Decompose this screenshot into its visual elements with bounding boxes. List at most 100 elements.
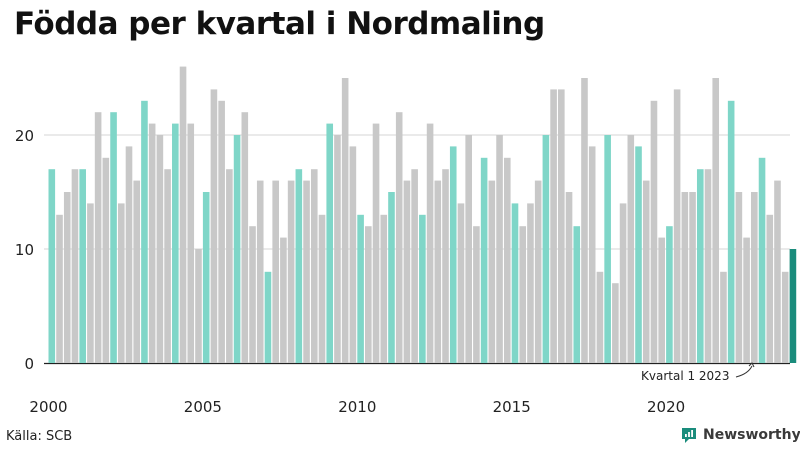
- bar: [264, 271, 272, 363]
- bar: [604, 135, 611, 363]
- bar: [388, 192, 395, 363]
- bar: [527, 203, 534, 363]
- bar: [434, 180, 442, 363]
- bar: [365, 226, 372, 363]
- bar: [627, 135, 635, 363]
- bar: [426, 123, 434, 363]
- bar: [612, 283, 619, 363]
- bar: [133, 180, 141, 363]
- bar: [720, 271, 727, 363]
- bar: [141, 100, 148, 364]
- bar: [349, 146, 357, 363]
- bar: [558, 89, 565, 364]
- bar: [480, 157, 488, 363]
- bar: [102, 157, 110, 363]
- bar: [465, 135, 472, 363]
- bar: [156, 135, 164, 363]
- bar: [318, 214, 326, 363]
- bar: [326, 123, 334, 363]
- bar: [581, 78, 588, 363]
- bar: [751, 192, 758, 363]
- bar: [596, 271, 604, 363]
- bar: [56, 214, 63, 363]
- bar: [473, 226, 480, 363]
- chart-title: Födda per kvartal i Nordmaling: [14, 6, 545, 42]
- bar: [457, 203, 465, 363]
- bar: [411, 169, 418, 363]
- bar: [357, 214, 364, 363]
- bar: [712, 78, 720, 363]
- bar: [673, 89, 681, 364]
- bar: [635, 146, 642, 363]
- bar: [295, 169, 303, 363]
- bar: [241, 112, 249, 363]
- bar: [743, 237, 750, 363]
- bar: [704, 169, 712, 363]
- bar: [63, 192, 71, 363]
- x-tick-label: 2010: [338, 398, 376, 416]
- y-tick-label: 20: [15, 127, 34, 145]
- bar: [534, 180, 542, 363]
- bars: [48, 66, 797, 364]
- bar: [689, 192, 696, 363]
- y-axis-ticks: 0 10 20: [15, 127, 34, 373]
- bar: [403, 180, 411, 363]
- bar: [442, 169, 449, 363]
- x-tick-label: 2005: [184, 398, 222, 416]
- bar: [233, 135, 241, 363]
- x-tick-label: 2000: [29, 398, 67, 416]
- y-tick-label: 10: [15, 241, 34, 259]
- bar: [148, 123, 156, 363]
- bar: [172, 123, 179, 363]
- bar: [519, 226, 527, 363]
- bar: [372, 123, 380, 363]
- annotation: Kvartal 1 2023: [641, 362, 755, 383]
- bar: [766, 214, 774, 363]
- bar: [87, 203, 94, 363]
- x-tick-label: 2015: [493, 398, 531, 416]
- bar: [488, 180, 496, 363]
- bar: [187, 123, 195, 363]
- newsworthy-logo-icon: [682, 428, 696, 443]
- bar: [210, 89, 218, 364]
- bar: [496, 135, 503, 363]
- bar: [511, 203, 519, 363]
- annotation-arrow: [735, 365, 753, 378]
- bar: [758, 157, 766, 363]
- brand-name: Newsworthy: [703, 427, 800, 443]
- bar: [110, 112, 117, 363]
- bar: [419, 214, 426, 363]
- bar: [666, 226, 673, 363]
- bar: [179, 66, 187, 363]
- bar: [735, 192, 743, 363]
- bar: [727, 100, 735, 364]
- bar: [287, 180, 295, 363]
- x-tick-label: 2020: [647, 398, 685, 416]
- bar: [565, 192, 573, 363]
- bar: [696, 169, 704, 363]
- bar: [94, 112, 102, 363]
- bar: [449, 146, 457, 363]
- bar: [164, 169, 171, 363]
- bar: [249, 226, 256, 363]
- bar-highlight: [789, 249, 797, 363]
- bar: [588, 146, 596, 363]
- x-axis-ticks: 2000 2005 2010 2015 2020: [29, 398, 685, 416]
- bar: [380, 214, 388, 363]
- bar: [310, 169, 318, 363]
- bar: [650, 100, 658, 364]
- bar: [334, 135, 341, 363]
- bar: [550, 89, 557, 364]
- bar: [573, 226, 581, 363]
- bar: [503, 157, 511, 363]
- bar: [125, 146, 133, 363]
- bar: [218, 100, 225, 364]
- annotation-arrowhead: [748, 362, 755, 368]
- bar: [280, 237, 287, 363]
- bar: [71, 169, 79, 363]
- bar: [256, 180, 264, 363]
- bar: [202, 192, 210, 363]
- bar: [195, 249, 202, 363]
- bar: [303, 180, 310, 363]
